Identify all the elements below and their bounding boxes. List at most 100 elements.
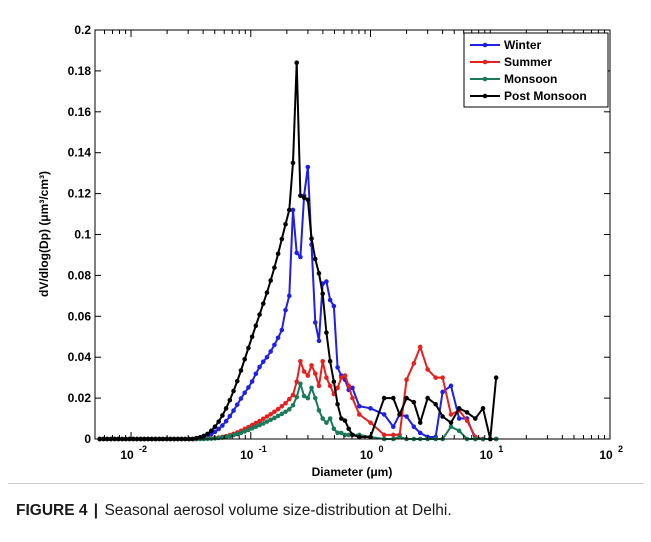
data-point: [272, 415, 277, 421]
y-tick-label: 0.02: [68, 391, 92, 405]
data-point: [260, 421, 266, 426]
data-point: [417, 420, 423, 425]
data-point: [335, 401, 340, 407]
data-point: [298, 254, 303, 260]
data-point: [283, 400, 288, 406]
data-point: [260, 359, 266, 365]
data-point: [456, 416, 462, 421]
data-point: [312, 320, 318, 325]
data-point: [312, 256, 318, 262]
data-point: [335, 385, 340, 391]
data-point: [264, 290, 270, 295]
data-point: [357, 403, 362, 409]
y-axis-title: dV/dlog(Dp) (μm³/cm³): [37, 171, 51, 297]
data-point: [286, 407, 292, 412]
data-point: [346, 426, 352, 432]
data-point: [257, 418, 262, 424]
data-point: [305, 395, 311, 401]
x-tick-exponent: 2: [618, 444, 623, 454]
data-point: [268, 349, 273, 354]
data-point: [205, 431, 210, 437]
data-point: [335, 365, 340, 370]
legend-swatch-marker: [482, 93, 488, 99]
y-tick-label: 0.12: [68, 187, 92, 201]
legend-item: Monsoon: [470, 72, 557, 86]
data-point: [448, 383, 454, 389]
x-tick-label: 10: [480, 448, 494, 462]
data-point: [433, 401, 438, 407]
data-point: [286, 396, 292, 402]
data-point: [223, 418, 229, 424]
data-point: [294, 250, 300, 256]
data-point: [253, 424, 259, 430]
data-point: [238, 396, 244, 401]
data-point: [342, 373, 348, 378]
data-point: [331, 426, 337, 432]
data-point: [257, 422, 262, 428]
data-point: [464, 410, 470, 415]
data-point: [327, 358, 333, 364]
data-point: [294, 60, 300, 66]
data-point: [249, 422, 255, 428]
data-point: [260, 301, 266, 306]
y-tick-label: 0.16: [68, 105, 92, 119]
data-point: [242, 390, 247, 396]
data-point: [448, 420, 454, 425]
data-point: [275, 251, 281, 257]
data-point: [331, 379, 337, 385]
data-point: [456, 428, 462, 434]
data-point: [342, 418, 348, 423]
data-point: [234, 378, 240, 384]
data-point: [234, 431, 240, 437]
data-point: [290, 207, 296, 213]
data-point: [286, 293, 292, 299]
data-point: [448, 424, 454, 430]
data-point: [320, 358, 326, 364]
data-point: [283, 409, 288, 415]
data-point: [397, 434, 402, 440]
data-point: [268, 411, 273, 417]
data-point: [312, 371, 318, 376]
data-point: [350, 385, 355, 391]
data-point: [234, 402, 240, 407]
data-point: [268, 417, 273, 423]
data-point: [327, 383, 333, 389]
x-tick-exponent: -1: [259, 444, 267, 454]
data-point: [298, 193, 303, 198]
data-point: [216, 426, 221, 432]
data-point: [238, 430, 244, 436]
data-point: [283, 221, 288, 227]
data-point: [290, 160, 296, 166]
data-point: [391, 424, 396, 430]
data-point: [253, 420, 259, 426]
y-tick-label: 0.08: [68, 268, 92, 282]
data-point: [272, 342, 277, 348]
data-point: [433, 375, 438, 380]
y-tick-label: 0.18: [68, 64, 92, 78]
data-point: [338, 430, 344, 436]
data-point: [220, 413, 225, 418]
data-point: [264, 419, 270, 424]
data-point: [216, 419, 221, 424]
x-tick-exponent: -2: [139, 444, 147, 454]
data-point: [357, 412, 362, 417]
data-point: [294, 379, 300, 385]
figure-label: FIGURE 4: [16, 502, 88, 519]
x-tick-label: 10: [360, 448, 374, 462]
data-point: [338, 375, 344, 380]
data-point: [368, 420, 373, 425]
data-point: [309, 363, 314, 368]
data-point: [231, 388, 236, 394]
data-point: [320, 291, 326, 297]
chart: 0 0.02 0.04 0.06 0.08 0.1 0.12 0.14 0.16 0.18 0.2 1…: [37, 23, 623, 479]
data-point: [493, 375, 499, 380]
data-point: [249, 379, 255, 384]
data-point: [298, 358, 303, 364]
data-point: [264, 354, 270, 360]
x-tick-exponent: 0: [379, 444, 384, 454]
legend-item: Winter: [470, 38, 542, 52]
data-point: [305, 197, 311, 203]
data-point: [268, 278, 273, 283]
y-tick-label: 0.04: [68, 350, 92, 364]
